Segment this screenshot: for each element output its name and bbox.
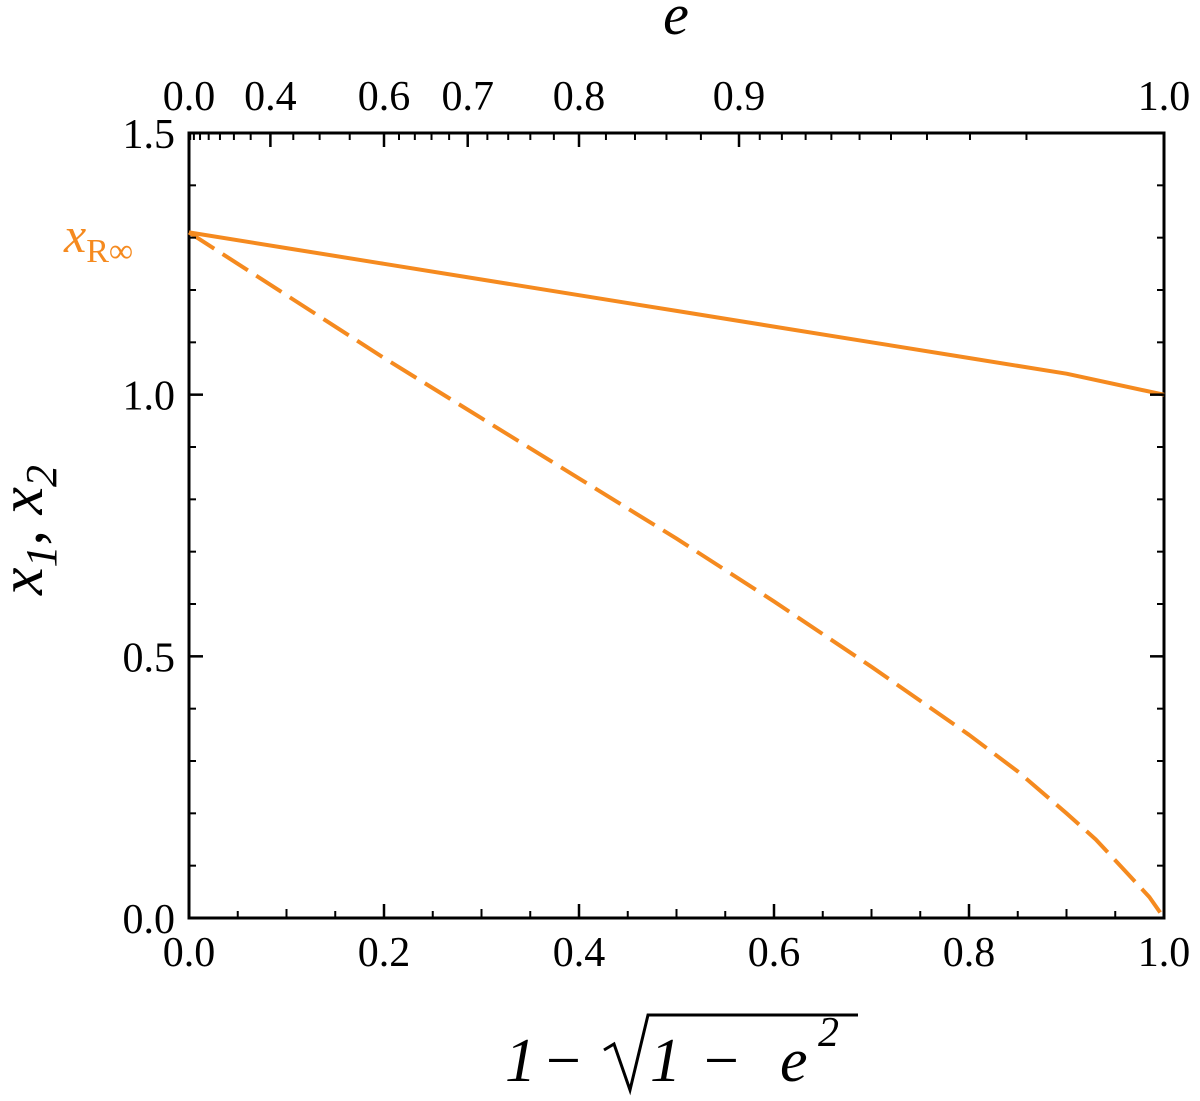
y-axis-title-sub1: 1 — [17, 546, 66, 568]
xr-infinity-label: xR∞ — [63, 207, 133, 270]
labels-layer: 0.0 0.2 0.4 0.6 0.8 1.0 0.0 0.4 0.6 0.7 0.8 0.9 1.0 0… — [123, 74, 1191, 976]
ticks-layer — [187, 131, 1166, 920]
x-axis-title-e: e — [780, 1027, 808, 1095]
series-line-solid — [188, 230, 1165, 397]
y-axis-title: x1, x2 — [0, 465, 66, 596]
top-axis-title: e — [663, 0, 689, 47]
x-tick-label: 0.8 — [943, 930, 996, 976]
x-tick-label: 0.2 — [358, 930, 411, 976]
y-tick-label: 1.5 — [123, 112, 176, 158]
top-tick-label: 1.0 — [1138, 74, 1191, 120]
x-axis-title: 1 − 1 − e 2 — [505, 1010, 858, 1096]
y-tick-label: 0.5 — [123, 635, 176, 681]
plot-area — [187, 131, 1166, 920]
series-line-dashed — [187, 230, 1166, 920]
y-tick-label: 0.0 — [123, 897, 176, 943]
series-layer — [187, 230, 1166, 920]
y-axis-title-sep: , — [0, 515, 56, 546]
plot-frame — [187, 131, 1166, 920]
x-axis-title-exponent: 2 — [818, 1010, 839, 1056]
y-axis-title-var1: x — [0, 567, 56, 596]
x-axis-title-minus: − — [542, 1027, 584, 1095]
x-axis-title-inner-minus: − — [700, 1027, 742, 1095]
xr-infinity-main: x — [63, 207, 86, 263]
xr-infinity-sub: R∞ — [86, 233, 133, 270]
x-axis-title-one: 1 — [505, 1027, 536, 1095]
top-tick-label: 0.9 — [713, 74, 766, 120]
top-tick-label: 0.0 — [163, 74, 216, 120]
x-tick-label: 0.0 — [163, 930, 216, 976]
x-tick-label: 0.6 — [748, 930, 801, 976]
y-axis-title-var2: x — [0, 487, 56, 516]
x-tick-label: 0.4 — [553, 930, 606, 976]
top-tick-label: 0.4 — [244, 74, 297, 120]
top-tick-label: 0.6 — [358, 74, 411, 120]
x-axis-title-radical — [603, 1013, 858, 1096]
x-tick-label: 1.0 — [1138, 930, 1191, 976]
y-tick-label: 1.0 — [123, 374, 176, 420]
y-axis-title-sub2: 2 — [17, 465, 66, 487]
top-tick-label: 0.8 — [553, 74, 606, 120]
top-tick-label: 0.7 — [441, 74, 494, 120]
x-axis-title-inner-one: 1 — [650, 1027, 681, 1095]
